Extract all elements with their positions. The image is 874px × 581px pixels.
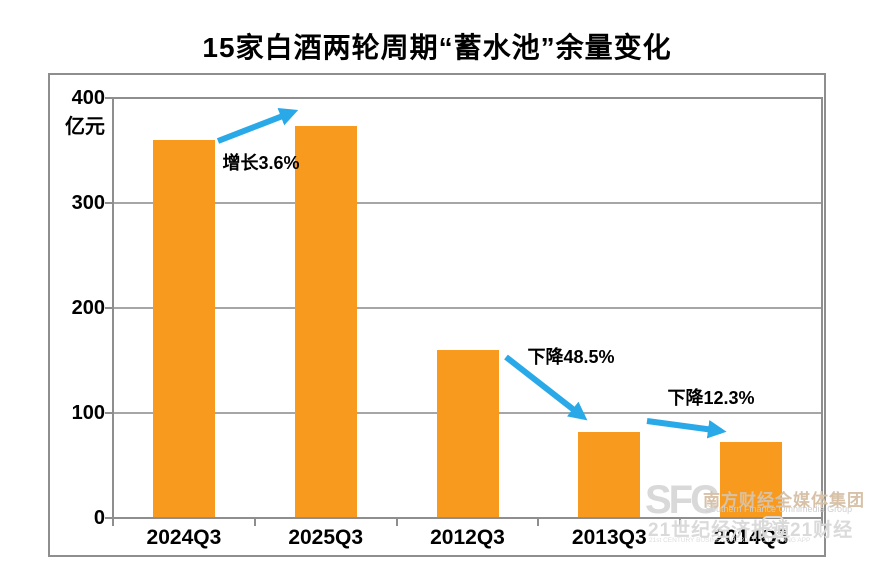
annotation-label-2: 下降12.3% [667,388,755,408]
x-axis-label-2012Q3: 2012Q3 [430,526,505,549]
x-axis-tick-0 [112,518,114,526]
x-axis-tick-2 [395,518,398,526]
y-axis-tick-200 [105,307,113,309]
annotation-label-0: 增长3.6% [222,153,300,173]
gridline-200 [113,307,822,309]
bar-2014Q3 [720,442,783,518]
plot-area-frame [112,97,823,519]
y-axis-label-300: 300 [71,192,105,214]
bar-2013Q3 [578,431,641,518]
y-axis-tick-100 [105,412,113,414]
y-axis-tick-300 [105,202,113,204]
bar-2012Q3 [436,350,499,518]
x-axis-label-2014Q3: 2014Q3 [713,526,789,549]
annotation-label-1: 下降48.5% [527,347,615,367]
x-axis-tick-5 [821,518,823,526]
y-axis-label-100: 100 [71,402,105,424]
y-axis-label-0: 0 [93,507,105,529]
x-axis-label-2013Q3: 2013Q3 [571,526,647,549]
y-axis-unit-label: 亿元 [65,116,105,138]
x-axis-label-2025Q3: 2025Q3 [288,526,364,549]
bar-2025Q3 [294,126,357,518]
y-axis-label-400: 400 [71,87,105,109]
y-axis-tick-400 [105,97,113,99]
y-axis-label-200: 200 [71,297,105,319]
gridline-300 [113,202,822,204]
bar-2024Q3 [152,140,215,518]
x-axis-tick-1 [253,518,256,526]
y-axis-tick-0 [105,517,113,519]
x-axis-tick-4 [679,518,682,526]
chart-title: 15家白酒两轮周期“蓄水池”余量变化 [202,32,672,63]
x-axis-tick-3 [537,518,540,526]
chart-outer-frame [48,73,826,557]
x-axis-label-2024Q3: 2024Q3 [146,526,222,549]
